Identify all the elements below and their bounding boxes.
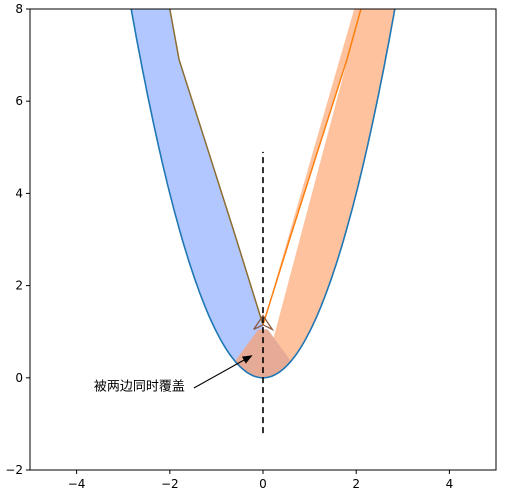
x-tick-label: 4	[446, 477, 454, 491]
x-tick-label: 0	[259, 477, 267, 491]
y-tick-label: 2	[15, 279, 23, 293]
y-tick-label: 8	[15, 2, 23, 16]
y-tick-label: 0	[15, 371, 23, 385]
plot-area	[130, 9, 396, 434]
right-band	[263, 9, 395, 378]
x-tick-label: −2	[161, 477, 179, 491]
left-offset-curve	[169, 9, 264, 326]
y-tick-label: 6	[15, 94, 23, 108]
x-tick-label: 2	[352, 477, 360, 491]
left-band	[131, 9, 263, 378]
right-offset-curve	[262, 9, 362, 326]
tick-layer: −4 −2 0 2 4 −2 0 2 4 6 8	[5, 2, 453, 491]
x-tick-label: −4	[68, 477, 86, 491]
annotation-layer: 被两边同时覆盖	[94, 355, 253, 395]
annotation-arrow	[193, 355, 253, 389]
annotation-text: 被两边同时覆盖	[94, 380, 185, 395]
cusp-mark	[253, 314, 275, 332]
overlap-region	[235, 329, 291, 378]
y-tick-label: −2	[5, 463, 23, 477]
y-tick-label: 4	[15, 186, 23, 200]
